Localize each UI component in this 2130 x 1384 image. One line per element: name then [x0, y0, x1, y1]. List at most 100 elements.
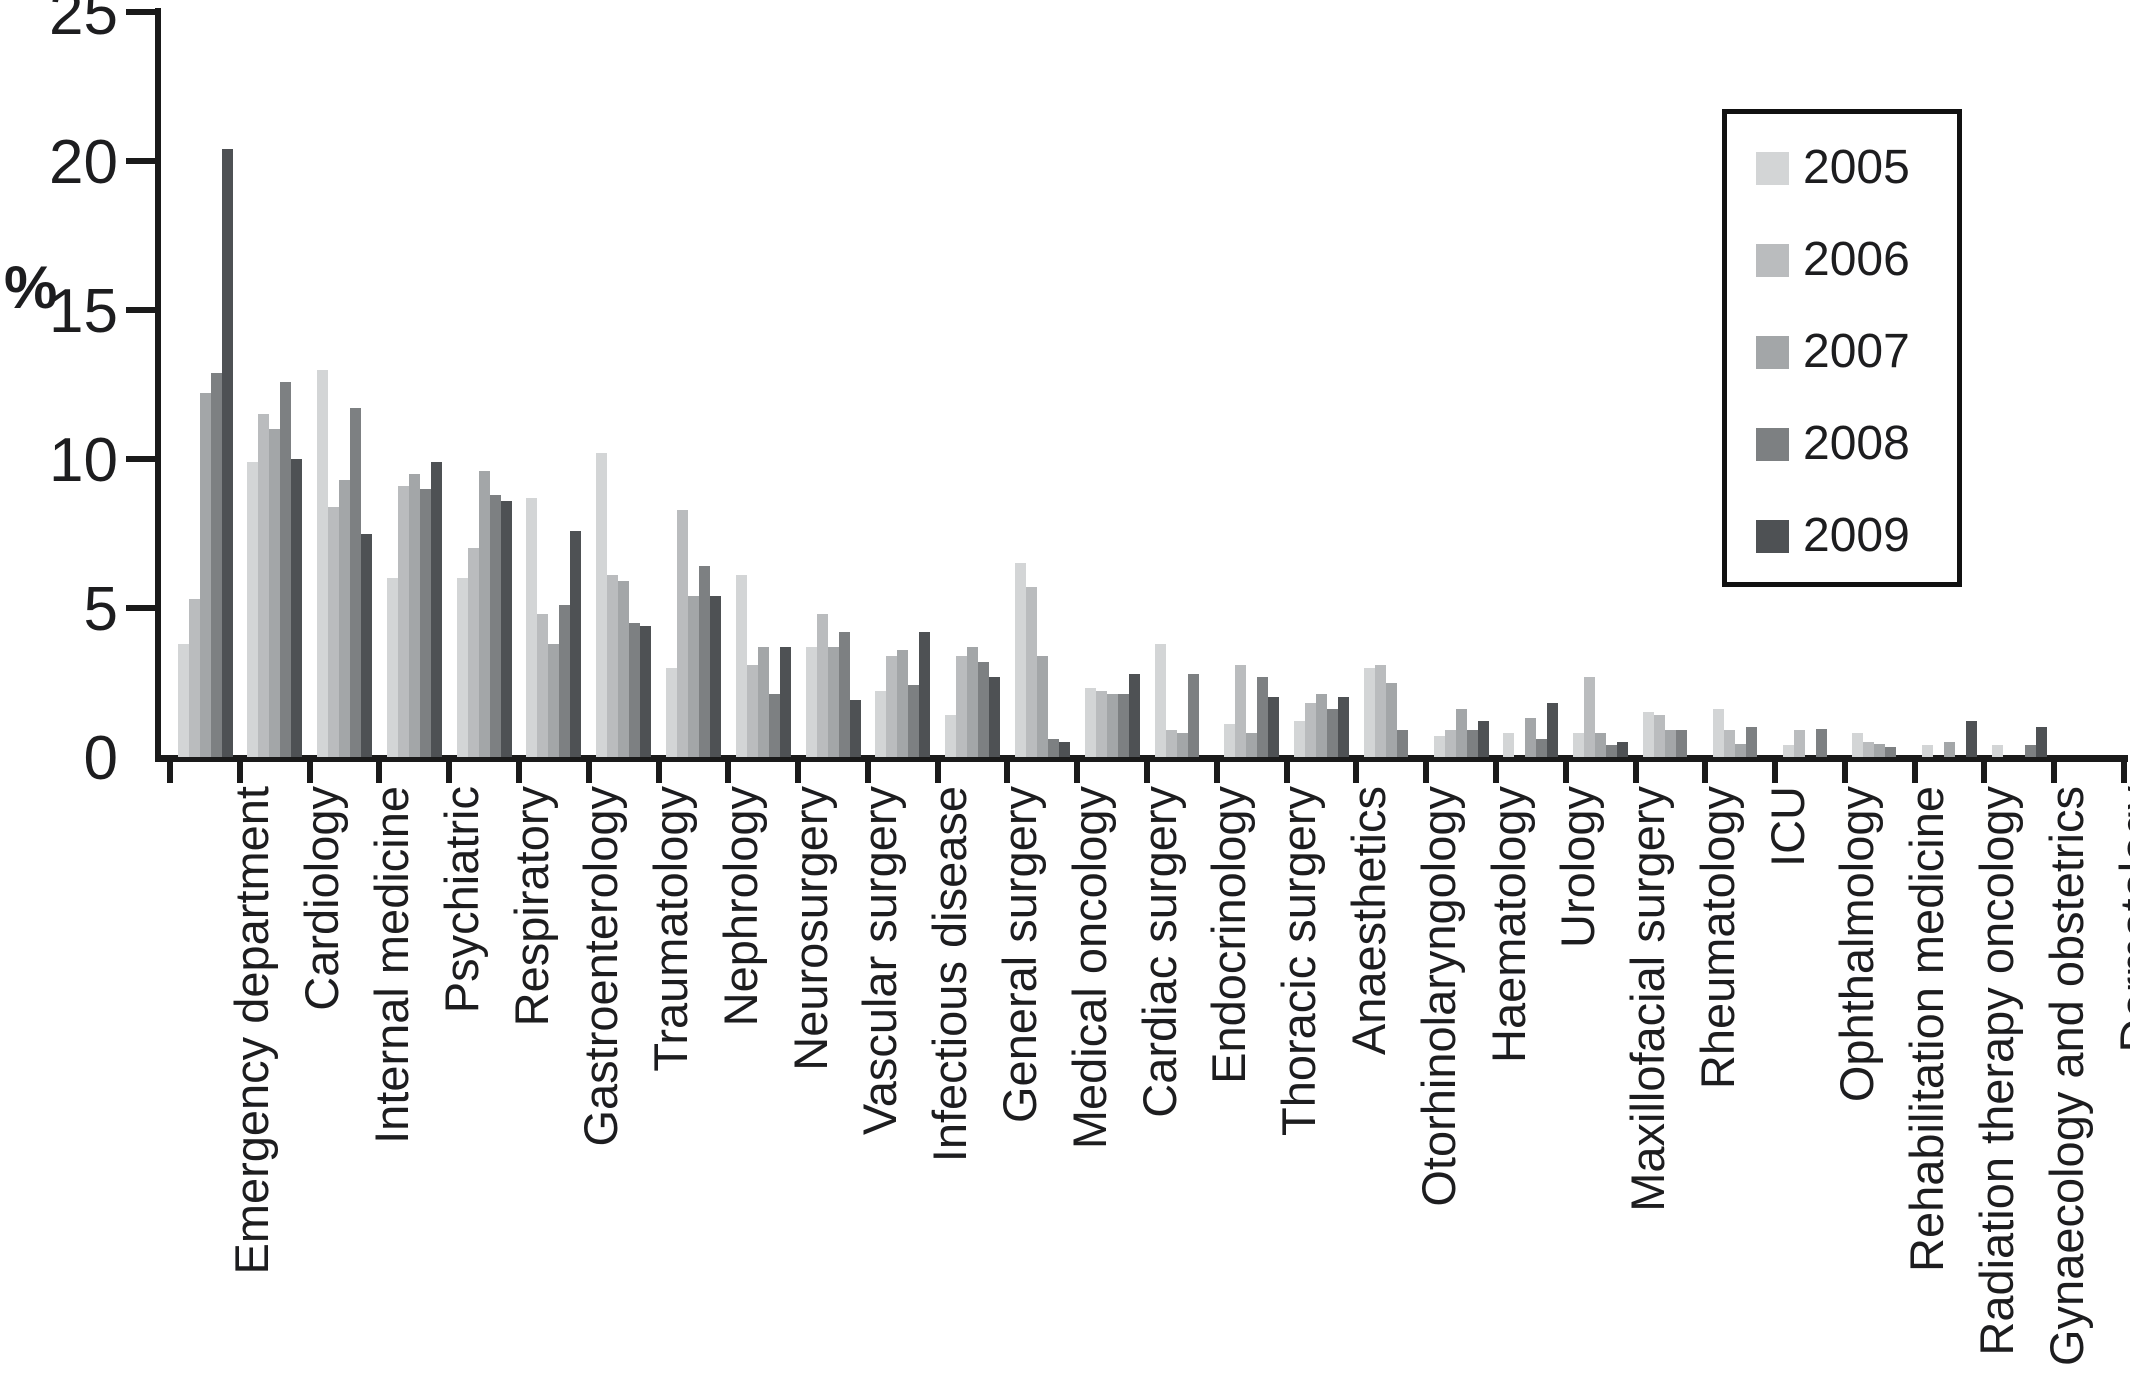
- bar-2006: [1584, 676, 1596, 757]
- x-axis-label: Urology: [1551, 786, 1605, 948]
- bar-2006: [1793, 730, 1805, 757]
- legend-entry: 2008: [1756, 420, 1910, 468]
- bar-2009: [430, 461, 442, 757]
- x-tick: [167, 762, 173, 783]
- legend-entry: 2006: [1756, 236, 1910, 284]
- bar-2009: [221, 149, 233, 757]
- bar-2008: [350, 408, 362, 757]
- legend-year-label: 2005: [1803, 141, 1910, 194]
- bar-2005: [386, 578, 398, 757]
- bar-2006: [1165, 730, 1177, 757]
- x-tick: [1213, 762, 1220, 783]
- y-tick: [126, 307, 155, 313]
- legend-swatch-2008: [1756, 427, 1789, 461]
- bar-2007: [1874, 743, 1886, 757]
- x-axis-label: Radiation therapy oncology: [1970, 786, 2024, 1356]
- bar-2007: [478, 470, 490, 757]
- bar-2009: [1547, 703, 1559, 757]
- bar-2009: [1338, 697, 1350, 757]
- bar-2007: [1176, 733, 1188, 757]
- x-tick: [1702, 762, 1709, 783]
- bar-2008: [1815, 728, 1827, 757]
- bar-2007: [1525, 718, 1537, 757]
- bar-2005: [735, 575, 747, 757]
- x-tick: [1911, 762, 1918, 783]
- legend-year-label: 2009: [1803, 509, 1910, 562]
- x-axis-label: Vascular surgery: [853, 786, 907, 1136]
- bar-2005: [1433, 736, 1445, 757]
- bar-2009: [919, 631, 931, 757]
- bar-2005: [1224, 724, 1236, 757]
- x-tick: [1004, 762, 1011, 783]
- x-tick: [1562, 762, 1569, 783]
- bar-2008: [1676, 730, 1687, 757]
- bar-2006: [1025, 587, 1037, 757]
- bar-2009: [1477, 721, 1489, 757]
- y-tick: [126, 605, 155, 611]
- bar-2005: [1922, 745, 1934, 757]
- bar-2005: [1294, 721, 1306, 757]
- y-axis-line: [155, 8, 161, 760]
- x-tick: [585, 762, 592, 783]
- bar-2008: [1047, 739, 1059, 757]
- bar-2008: [1396, 730, 1408, 757]
- legend-entry: 2005: [1756, 144, 1910, 192]
- bar-2005: [456, 578, 468, 757]
- bar-2007: [408, 473, 420, 757]
- legend-year-label: 2008: [1803, 417, 1910, 470]
- y-tick-label: 0: [83, 724, 118, 793]
- bar-2008: [559, 605, 571, 757]
- bar-2008: [280, 381, 292, 757]
- bar-2008: [2024, 745, 2036, 757]
- bar-2006: [537, 613, 549, 757]
- bar-2009: [710, 596, 721, 757]
- bar-2007: [897, 649, 909, 757]
- bar-2008: [419, 488, 431, 757]
- bar-2008: [210, 372, 222, 757]
- x-axis-label: Nephrology: [713, 786, 767, 1027]
- x-tick: [1144, 762, 1150, 783]
- bar-2006: [1235, 664, 1247, 757]
- bar-2007: [967, 646, 979, 757]
- bar-2005: [1782, 745, 1794, 757]
- bar-2008: [1885, 746, 1897, 757]
- x-axis-label: Otorhinolaryngology: [1411, 786, 1465, 1207]
- y-tick-label: 25: [49, 0, 118, 48]
- bar-2009: [640, 625, 652, 757]
- bar-2005: [1363, 667, 1375, 757]
- bar-2007: [688, 596, 699, 757]
- bar-2005: [1084, 688, 1096, 757]
- bar-2008: [978, 661, 990, 757]
- x-axis-label: Emergency department: [225, 786, 279, 1275]
- bar-2009: [291, 459, 303, 757]
- bar-2006: [746, 664, 758, 757]
- x-axis-label: Gynaecology and obstetrics: [2039, 786, 2093, 1366]
- x-axis-label: Ophthalmology: [1830, 786, 1884, 1103]
- x-axis-label: Haematology: [1481, 786, 1535, 1063]
- bar-2008: [1606, 745, 1618, 757]
- bar-2007: [1385, 682, 1397, 757]
- x-tick: [2051, 762, 2058, 783]
- bar-2006: [467, 548, 479, 757]
- bar-2007: [1246, 733, 1258, 757]
- bar-2007: [1595, 733, 1607, 757]
- x-axis-label: Internal medicine: [364, 786, 418, 1144]
- bar-2009: [500, 500, 512, 757]
- bar-2006: [956, 655, 968, 757]
- y-tick-label: 15: [49, 277, 118, 346]
- x-tick: [795, 762, 802, 783]
- bar-2006: [1863, 742, 1875, 757]
- bar-2008: [838, 631, 850, 757]
- bar-2005: [1712, 709, 1724, 757]
- x-axis-label: Rehabilitation medicine: [1900, 786, 1954, 1272]
- x-tick: [376, 762, 383, 783]
- x-axis-label: Infectious disease: [923, 786, 977, 1163]
- legend-entry: 2007: [1756, 328, 1910, 376]
- x-axis-label: Neurosurgery: [783, 786, 837, 1071]
- bar-2006: [607, 575, 619, 757]
- x-tick: [306, 762, 313, 783]
- bar-2007: [199, 393, 211, 757]
- bar-2008: [1187, 673, 1199, 757]
- x-tick: [864, 762, 871, 783]
- x-axis-label: General surgery: [993, 786, 1047, 1123]
